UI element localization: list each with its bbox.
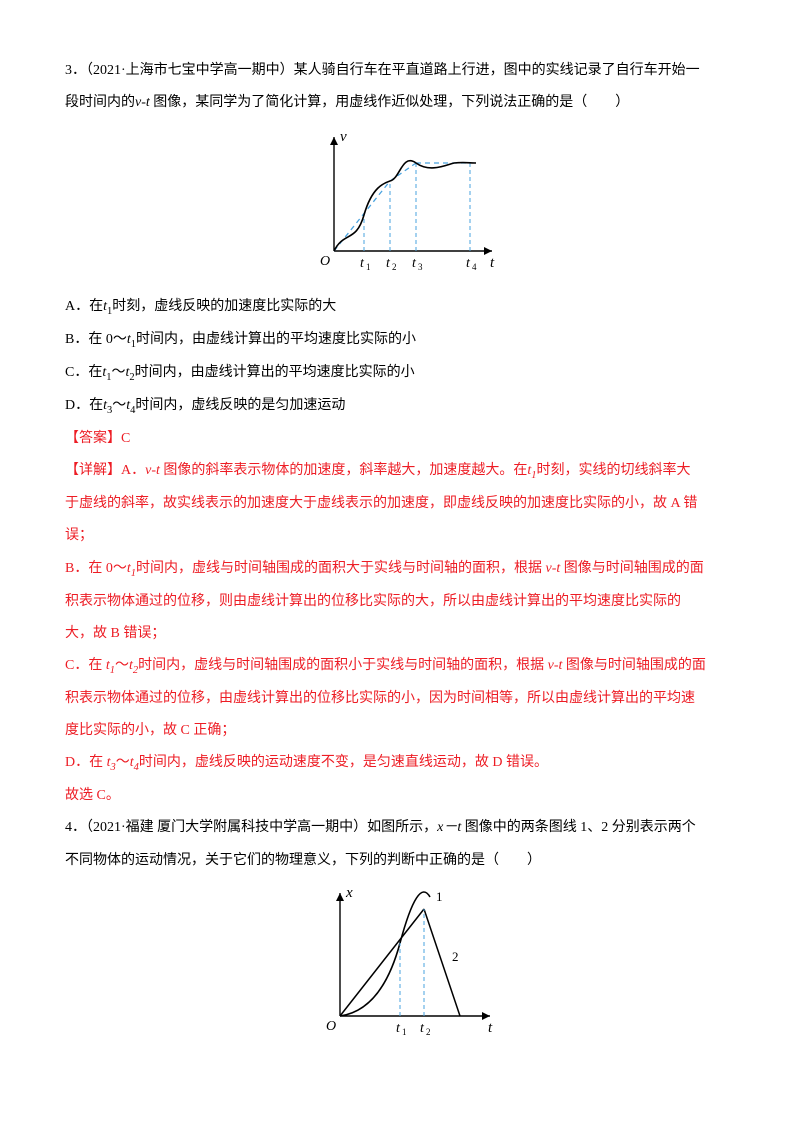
svg-text:1: 1 (436, 889, 443, 904)
vt: v-t (145, 463, 163, 478)
q3-choose: 故选 C。 (65, 780, 729, 812)
svg-text:1: 1 (366, 262, 371, 272)
q3-exp-b2: 积表示物体通过的位移，则由虚线计算出的位移比实际的大，所以由虚线计算出的平均速度… (65, 586, 729, 618)
xt: x－t (437, 820, 465, 835)
svg-text:t: t (396, 1021, 401, 1036)
t: 4．（2021·福建 厦门大学附属科技中学高一期中）如图所示， (65, 820, 437, 835)
t2: 时间内，虚线与时间轴围成的面积大于实线与时间轴的面积，根据 (136, 561, 542, 576)
txt: 时间内，由虚线计算出的平均速度比实际的小 (136, 332, 416, 347)
q3-exp-b3: 大，故 B 错误； (65, 618, 729, 650)
t3: 图像与时间轴围成的面 (564, 561, 704, 576)
q3-exp-a3: 误； (65, 520, 729, 552)
vt: v-t (548, 658, 566, 673)
svg-text:t: t (490, 255, 495, 271)
lbl: A．在 (65, 299, 103, 314)
svg-text:O: O (320, 254, 330, 269)
svg-text:1: 1 (402, 1027, 407, 1037)
q3-stem2a: 段时间内的 (65, 95, 135, 110)
svg-text:O: O (326, 1019, 336, 1034)
q4-stem-line1: 4．（2021·福建 厦门大学附属科技中学高一期中）如图所示，x－t 图像中的两… (65, 812, 729, 844)
t2: 时间内，虚线反映的运动速度不变，是匀速直线运动，故 D 错误。 (139, 755, 548, 770)
vt: v-t (545, 561, 563, 576)
t: C．在 (65, 658, 102, 673)
svg-text:4: 4 (472, 262, 477, 272)
xt-chart: 12xtOt1t2 (292, 881, 502, 1041)
t2: 时间内，虚线与时间轴围成的面积小于实线与时间轴的面积，根据 (138, 658, 544, 673)
q3-option-a: A．在t1时刻，虚线反映的加速度比实际的大 (65, 291, 729, 324)
q3-exp-c2: 积表示物体通过的位移，由虚线计算出的位移比实际的小，因为时间相等，所以由虚线计算… (65, 683, 729, 715)
t2: 图像中的两条图线 1、2 分别表示两个 (465, 820, 696, 835)
q3-answer: 【答案】C (65, 423, 729, 455)
q3-option-b: B．在 0～t1时间内，由虚线计算出的平均速度比实际的小 (65, 324, 729, 357)
q3-exp-c3: 度比实际的小，故 C 正确； (65, 715, 729, 747)
svg-text:x: x (345, 885, 353, 901)
q3-stem-line2: 段时间内的v-t 图像，某同学为了简化计算，用虚线作近似处理，下列说法正确的是（… (65, 87, 729, 119)
svg-text:t: t (360, 256, 365, 271)
q3-exp-a1: 【详解】A．v-t 图像的斜率表示物体的加速度，斜率越大，加速度越大。在t1时刻… (65, 455, 729, 488)
q3-exp-a2: 于虚线的斜率，故实线表示的加速度大于虚线表示的加速度，即虚线反映的加速度比实际的… (65, 488, 729, 520)
txt: 时刻，虚线反映的加速度比实际的大 (112, 299, 336, 314)
vt-symbol: v-t (135, 95, 153, 110)
q3-figure: vtOt1t2t3t4 (65, 123, 729, 283)
svg-text:v: v (340, 129, 347, 145)
q3-stem-line1: 3．（2021·上海市七宝中学高一期中）某人骑自行车在平直道路上行进，图中的实线… (65, 55, 729, 87)
l1: C．在 (65, 365, 102, 380)
l1: D．在 (65, 398, 103, 413)
q3-exp-d: D．在 t3～t4时间内，虚线反映的运动速度不变，是匀速直线运动，故 D 错误。 (65, 747, 729, 780)
t: D．在 (65, 755, 103, 770)
t2: 图像的斜率表示物体的加速度，斜率越大，加速度越大。在 (163, 463, 527, 478)
svg-text:t: t (386, 256, 391, 271)
q3-exp-c1: C．在 t1～t2时间内，虚线与时间轴围成的面积小于实线与时间轴的面积，根据 v… (65, 650, 729, 683)
lbl: B．在 0～ (65, 332, 127, 347)
t: B．在 0～ (65, 561, 127, 576)
q3-stem2b: 图像，某同学为了简化计算，用虚线作近似处理，下列说法正确的是（ ） (153, 95, 629, 110)
svg-text:2: 2 (426, 1027, 431, 1037)
svg-text:t: t (412, 256, 417, 271)
svg-text:2: 2 (452, 949, 459, 964)
svg-text:t: t (488, 1020, 493, 1036)
t3: 时刻，实线的切线斜率大 (537, 463, 691, 478)
vt-chart: vtOt1t2t3t4 (292, 123, 502, 283)
q3-exp-b1: B．在 0～t1时间内，虚线与时间轴围成的面积大于实线与时间轴的面积，根据 v-… (65, 553, 729, 586)
l3: 时间内，虚线反映的是匀加速运动 (135, 398, 345, 413)
svg-text:t: t (466, 256, 471, 271)
q3-option-c: C．在t1～t2时间内，由虚线计算出的平均速度比实际的小 (65, 357, 729, 390)
q4-stem-line2: 不同物体的运动情况，关于它们的物理意义，下列的判断中正确的是（ ） (65, 845, 729, 877)
svg-text:3: 3 (418, 262, 423, 272)
s1: 1 (110, 665, 115, 676)
q4-figure: 12xtOt1t2 (65, 881, 729, 1041)
l2: ～ (112, 398, 126, 413)
svg-text:2: 2 (392, 262, 397, 272)
l2: ～ (111, 365, 125, 380)
s3: 3 (111, 762, 116, 773)
svg-text:t: t (420, 1021, 425, 1036)
t: 【详解】A． (65, 463, 145, 478)
q3-option-d: D．在t3～t4时间内，虚线反映的是匀加速运动 (65, 390, 729, 423)
l3: 时间内，由虚线计算出的平均速度比实际的小 (135, 365, 415, 380)
t3: 图像与时间轴围成的面 (566, 658, 706, 673)
